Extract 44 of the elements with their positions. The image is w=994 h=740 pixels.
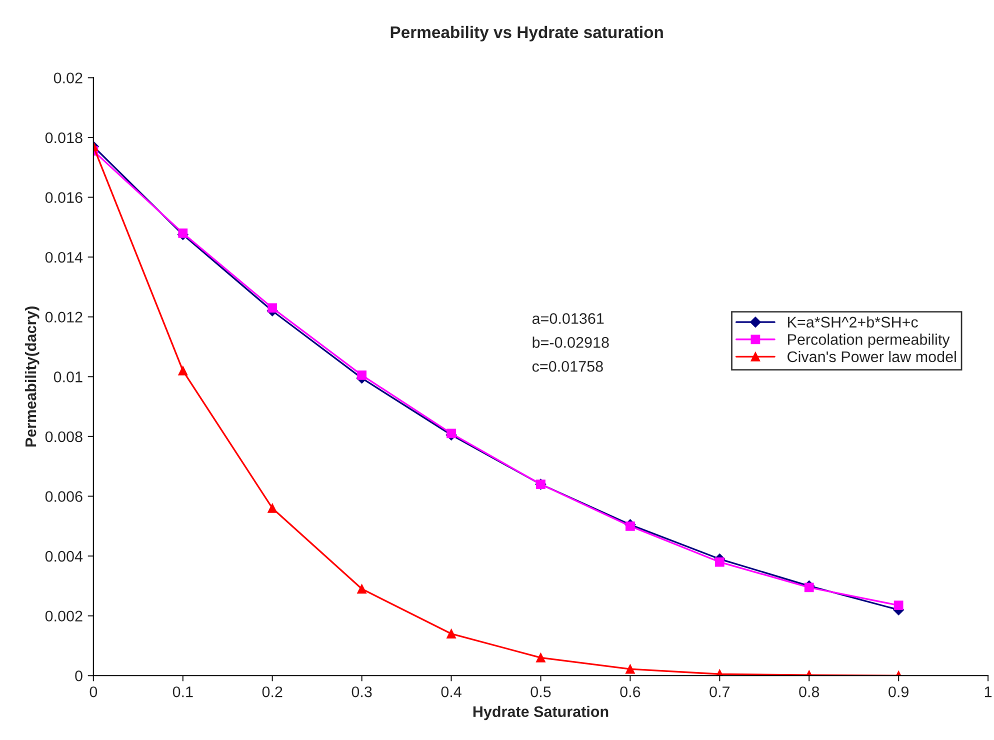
point <box>357 370 367 380</box>
x-tick-label: 0.9 <box>888 686 908 698</box>
y-tick-label: 0.02 <box>54 72 82 84</box>
x-tick-label: 0.5 <box>530 686 551 698</box>
y-tick-label: 0.002 <box>45 610 82 622</box>
x-tick-label: 0.8 <box>799 686 820 698</box>
y-tick-label: 0.016 <box>45 192 82 203</box>
y-axis-title: Permeability(dacry) <box>24 306 40 447</box>
point <box>268 504 278 513</box>
point <box>446 629 456 638</box>
x-axis-title: Hydrate Saturation <box>473 706 608 720</box>
y-tick-label: 0.014 <box>45 252 83 263</box>
y-tick-label: 0.012 <box>45 312 82 323</box>
y-tick-label: 0.008 <box>45 431 82 442</box>
y-tick-label: 0.018 <box>45 132 82 144</box>
point <box>268 303 278 313</box>
point <box>178 228 188 238</box>
point <box>714 557 724 567</box>
x-tick-label: 0.6 <box>620 686 640 698</box>
y-tick-label: 0.01 <box>54 372 82 382</box>
x-tick-label: 0.7 <box>710 686 730 698</box>
y-tick-label: 0.006 <box>45 491 82 502</box>
x-tick-label: 0.4 <box>441 686 462 698</box>
point <box>626 664 635 674</box>
x-tick-label: 0.3 <box>352 686 372 698</box>
x-tick-label: 1 <box>984 686 992 698</box>
legend-label: Percolation permeability <box>788 334 950 348</box>
point <box>357 584 367 594</box>
x-tick-label: 0.1 <box>172 686 193 698</box>
x-tick-label: 0 <box>90 686 98 698</box>
point <box>446 428 456 438</box>
chart-title: Permeability vs Hydrate saturation <box>390 26 663 42</box>
y-tick-label: 0.004 <box>45 550 83 562</box>
point <box>536 652 546 662</box>
annotation: c=0.01758 <box>532 360 603 372</box>
y-tick-label: 0 <box>75 670 82 682</box>
point <box>178 366 188 376</box>
legend-label: K=a*SH^2+b*SH+c <box>788 316 918 328</box>
point <box>894 600 904 610</box>
annotation: a=0.01361 <box>532 313 604 324</box>
annotation: b=-0.02918 <box>532 336 609 348</box>
point <box>804 582 814 592</box>
legend-label: Civan's Power law model <box>788 350 956 362</box>
x-tick-label: 0.2 <box>262 686 282 698</box>
